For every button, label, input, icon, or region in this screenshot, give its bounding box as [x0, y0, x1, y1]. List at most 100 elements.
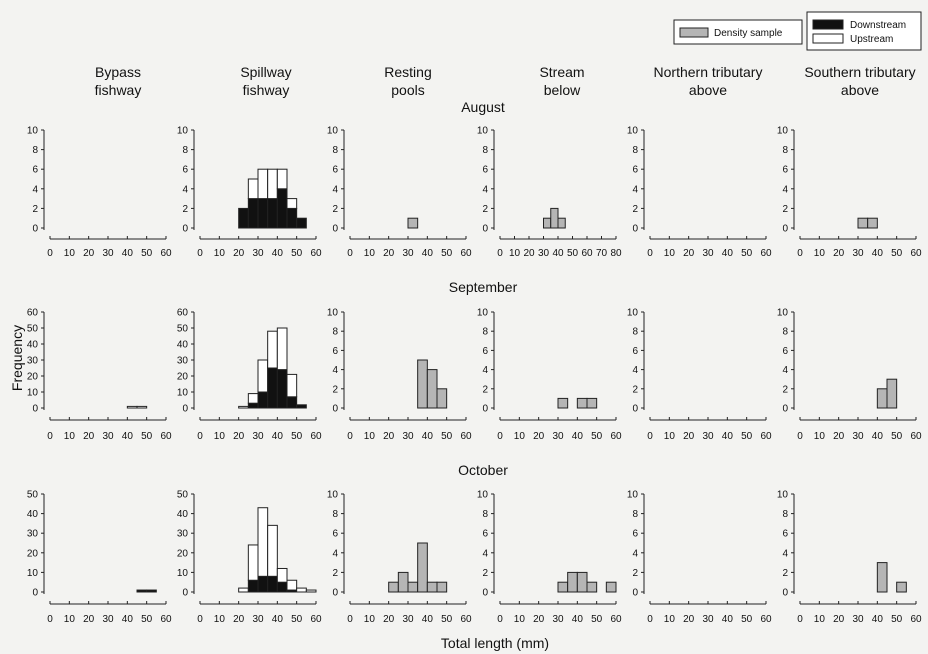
x-tick-label: 50 [891, 431, 903, 442]
density-bar [876, 562, 888, 593]
density-bar [557, 397, 569, 409]
y-tick-label: 20 [27, 548, 39, 559]
y-tick-label: 0 [482, 404, 488, 415]
x-tick-label: 60 [160, 614, 172, 625]
x-tick-label: 50 [291, 431, 303, 442]
x-tick-label: 30 [702, 248, 714, 259]
x-tick-label: 20 [83, 431, 95, 442]
density-bar [857, 217, 869, 229]
x-tick-label: 50 [141, 248, 153, 259]
y-tick-label: 0 [782, 404, 788, 415]
y-tick-label: 30 [177, 356, 189, 367]
x-tick-label: 10 [214, 431, 226, 442]
x-tick-label: 30 [552, 614, 564, 625]
x-tick-label: 10 [514, 614, 526, 625]
y-tick-label: 8 [632, 145, 638, 156]
y-tick-label: 8 [782, 509, 788, 520]
x-tick-label: 50 [141, 614, 153, 625]
y-tick-label: 50 [27, 324, 39, 335]
column-header-4-line-0: Northern tributary [654, 64, 763, 80]
x-tick-label: 60 [460, 614, 472, 625]
y-tick-label: 0 [482, 224, 488, 235]
x-tick-label: 10 [814, 431, 826, 442]
x-tick-label: 20 [383, 431, 395, 442]
y-tick-label: 4 [782, 365, 788, 376]
x-tick-label: 30 [252, 248, 264, 259]
legend-density-label: Density sample [714, 28, 783, 39]
y-tick-label: 2 [482, 568, 488, 579]
y-tick-label: 10 [777, 126, 789, 137]
y-tick-label: 4 [482, 184, 488, 195]
density-bar [426, 369, 438, 409]
panel-september-3: 0 2 4 6 8 10 0 10 20 30 40 50 60 [477, 308, 622, 443]
y-tick-label: 8 [782, 145, 788, 156]
upstream-bar [286, 198, 298, 209]
x-tick-label: 10 [509, 248, 521, 259]
legend-direction-box [806, 11, 922, 51]
panel-september-5: 0 2 4 6 8 10 0 10 20 30 40 50 60 [777, 308, 922, 443]
downstream-bar [238, 207, 249, 229]
x-tick-label: 50 [741, 614, 753, 625]
x-tick-label: 20 [533, 614, 545, 625]
upstream-bar [257, 507, 269, 577]
y-tick-label: 40 [27, 509, 39, 520]
x-tick-label: 0 [647, 431, 653, 442]
panel-september-1: 0 10 20 30 40 50 60 0 10 20 30 40 50 60 [177, 308, 322, 443]
y-tick-label: 10 [177, 568, 189, 579]
y-tick-label: 20 [27, 372, 39, 383]
y-tick-label: 0 [632, 404, 638, 415]
x-tick-label: 20 [233, 248, 245, 259]
upstream-bar [276, 168, 288, 190]
downstream-bar [257, 198, 269, 229]
x-tick-label: 10 [214, 614, 226, 625]
legend-downstream-swatch [812, 19, 844, 30]
y-tick-label: 0 [332, 224, 338, 235]
y-tick-label: 2 [632, 204, 638, 215]
x-tick-label: 40 [422, 248, 434, 259]
downstream-bar [247, 198, 259, 229]
x-tick-label: 10 [64, 431, 76, 442]
column-header-5-line-0: Southern tributary [804, 64, 915, 80]
legend-upstream-swatch [812, 33, 844, 44]
x-tick-label: 0 [797, 431, 803, 442]
x-tick-label: 0 [197, 614, 203, 625]
x-tick-label: 0 [197, 431, 203, 442]
column-header-1-line-0: Spillway [240, 64, 291, 80]
y-tick-label: 6 [782, 346, 788, 357]
downstream-bar [276, 188, 288, 229]
x-tick-label: 0 [497, 614, 503, 625]
density-bar [557, 217, 566, 229]
y-tick-label: 0 [632, 224, 638, 235]
y-tick-label: 6 [782, 529, 788, 540]
y-tick-label: 8 [332, 509, 338, 520]
x-tick-label: 40 [272, 431, 284, 442]
y-tick-label: 0 [482, 588, 488, 599]
x-axis-label: Total length (mm) [441, 635, 549, 651]
upstream-bar [286, 373, 298, 398]
upstream-bar [247, 178, 259, 200]
x-tick-label: 70 [596, 248, 608, 259]
column-header-5-line-1: above [841, 82, 879, 98]
density-bar [557, 581, 569, 593]
x-tick-label: 40 [122, 248, 134, 259]
y-tick-label: 6 [632, 529, 638, 540]
x-tick-label: 40 [572, 431, 584, 442]
x-tick-label: 30 [538, 248, 550, 259]
y-tick-label: 0 [182, 224, 188, 235]
y-tick-label: 4 [782, 184, 788, 195]
month-label-october: October [458, 462, 508, 478]
x-tick-label: 30 [252, 614, 264, 625]
x-tick-label: 0 [47, 248, 53, 259]
y-tick-label: 50 [27, 490, 39, 501]
x-tick-label: 60 [610, 614, 622, 625]
y-tick-label: 6 [632, 346, 638, 357]
column-header-2-line-1: pools [391, 82, 424, 98]
y-tick-label: 2 [782, 568, 788, 579]
y-tick-label: 0 [32, 588, 38, 599]
density-bar [436, 388, 448, 409]
x-tick-label: 40 [872, 431, 884, 442]
panel-october-1: 0 10 20 30 40 50 0 10 20 30 40 50 60 [177, 490, 322, 626]
